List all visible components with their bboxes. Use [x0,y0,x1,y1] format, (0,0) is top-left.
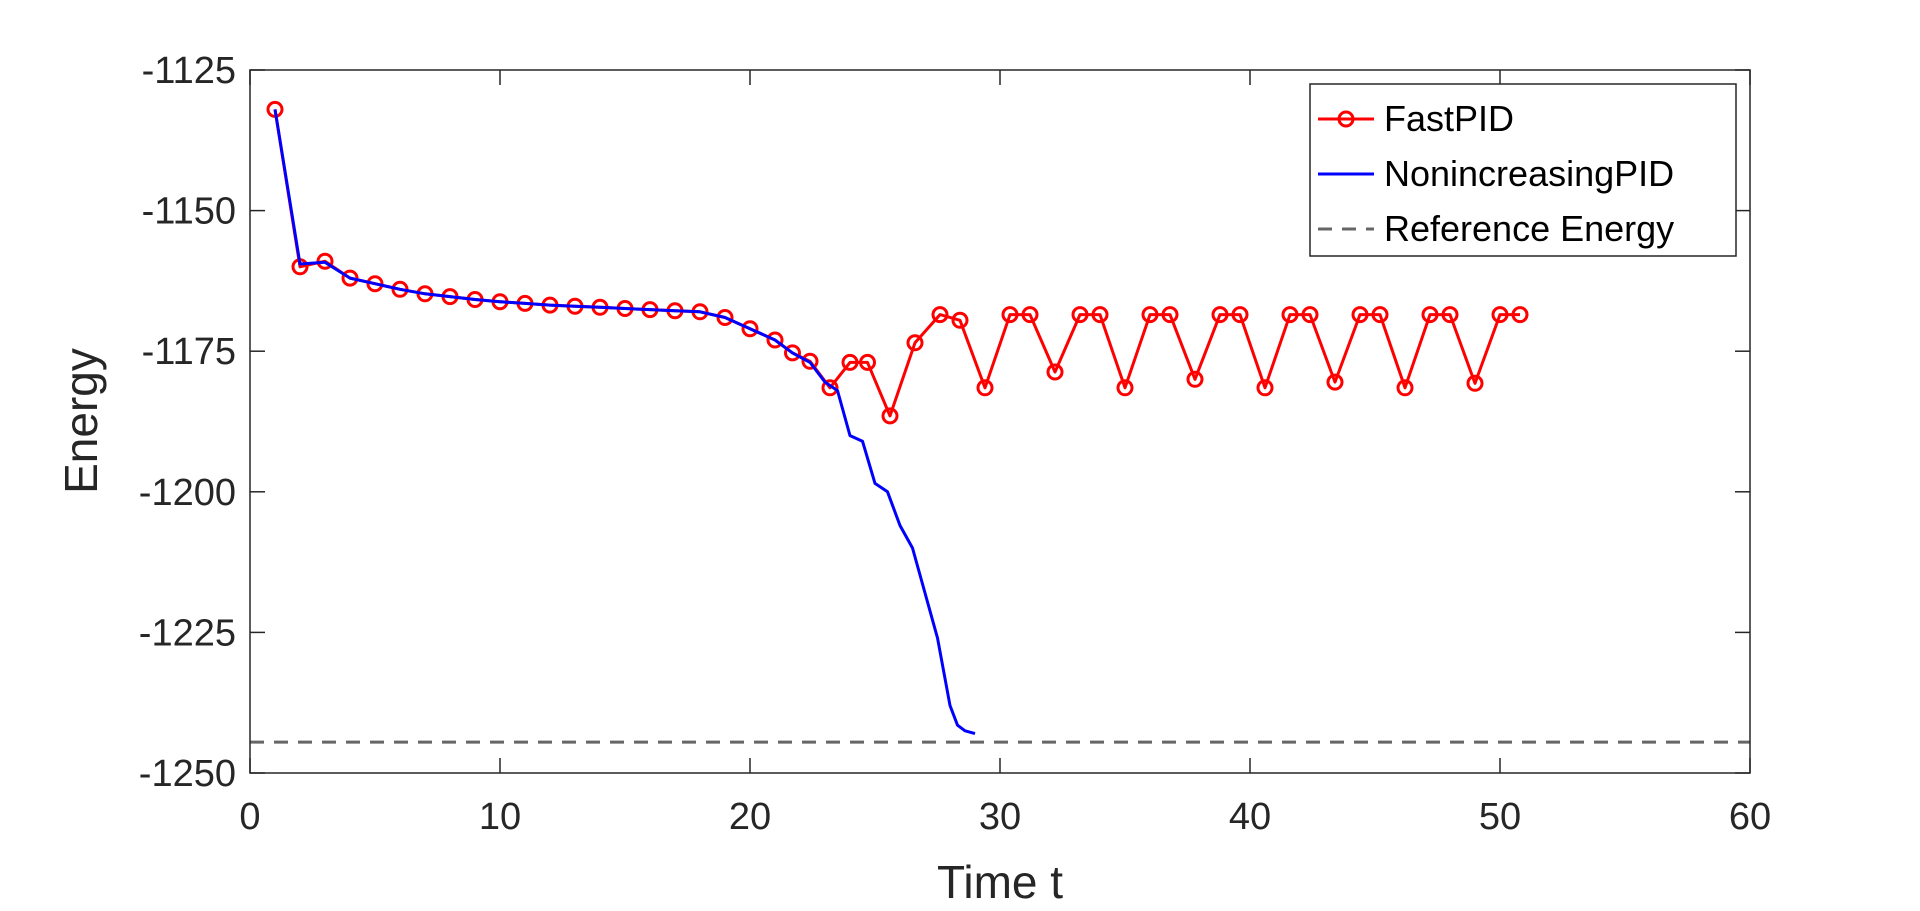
legend-box [1309,83,1737,257]
fastpid-point [859,353,876,371]
y-tick-label: -1125 [142,50,236,92]
fastpid-point [716,309,734,326]
fastpid-point [784,344,801,362]
legend-label: NonincreasingPID [1384,153,1674,194]
fastpid-point [1371,306,1389,324]
fastpid-point [766,331,784,349]
fastpid-point [1466,374,1484,392]
fastpid-point [1091,306,1109,324]
x-tick-label: 20 [729,796,771,838]
fastpid-point [1161,306,1179,324]
fastpid-point [1396,379,1414,397]
x-tick-label: 0 [239,796,260,838]
fastpid-point [1141,306,1159,324]
y-tick-label: -1225 [139,612,236,654]
x-tick-label: 30 [979,796,1021,838]
fastpid-point [1071,306,1089,324]
y-tick-label: -1175 [142,331,236,373]
fastpid-point [951,311,969,329]
fastpid-point [1001,306,1019,324]
legend-marker-fastpid [1337,110,1355,128]
fastpid-point [931,306,949,324]
x-tick-label: 50 [1479,796,1521,838]
fastpid-point [1511,306,1529,324]
fastpid-point [801,352,819,370]
y-tick-label: -1200 [139,472,236,514]
fastpid-point [1351,306,1369,324]
fastpid-point [1046,363,1064,381]
y-axis-title: Energy [55,348,107,494]
x-tick-label: 60 [1729,796,1771,838]
fastpid-point [741,320,759,338]
y-tick-label: -1250 [139,753,236,795]
fastpid-point [1491,306,1509,324]
fastpid-point [316,252,334,270]
fastpid-point [821,379,839,397]
fastpid-point [841,353,859,371]
fastpid-point [341,269,359,287]
fastpid-point [1116,379,1134,397]
y-tick-label: -1150 [142,191,236,233]
legend: FastPID NonincreasingPID Reference Energy [1309,83,1737,257]
legend-label: Reference Energy [1384,208,1674,249]
x-tick-label: 10 [479,796,521,838]
fastpid-point [1326,373,1344,391]
x-tick-label: 40 [1229,796,1271,838]
fastpid-point [366,275,384,293]
x-axis-ticks: 0 10 20 30 40 50 60 [239,70,1771,838]
fastpid-point [1301,306,1319,324]
fastpid-point [1281,306,1299,324]
fastpid-point [1231,306,1249,324]
fastpid-point [976,379,994,397]
series-line-nonincreasingpid [273,109,976,736]
series-layer [250,100,1750,744]
fastpid-point [1441,306,1459,324]
fastpid-point [1211,306,1229,324]
legend-label: FastPID [1384,98,1514,139]
x-axis-title: Time t [937,856,1063,908]
fastpid-point [881,407,899,425]
fastpid-point [1021,306,1039,324]
fastpid-point [1256,379,1274,397]
fastpid-point [1421,306,1439,324]
fastpid-point [906,334,924,352]
fastpid-point [1186,370,1204,388]
y-axis-ticks: -1250 -1225 -1200 -1175 -1150 -1125 [139,50,1750,795]
